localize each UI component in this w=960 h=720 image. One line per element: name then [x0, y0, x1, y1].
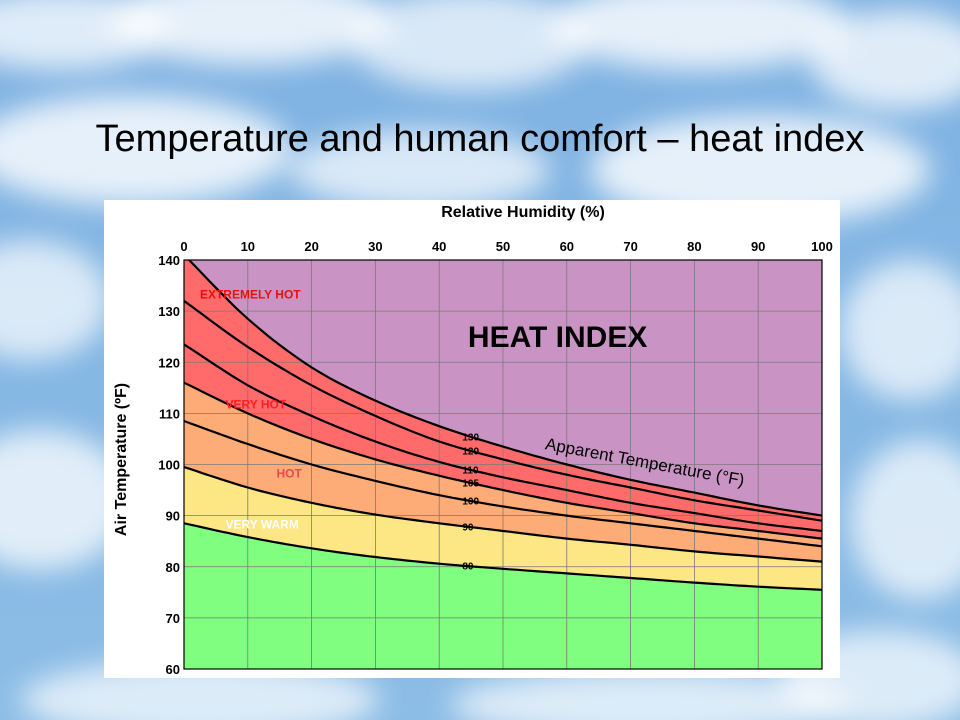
curve-120 — [184, 300, 822, 522]
x-tick-label: 10 — [241, 239, 255, 254]
y-tick-label: 60 — [166, 662, 180, 677]
y-tick-label: 120 — [158, 355, 180, 370]
curve-label-130: 130 — [462, 432, 479, 443]
cloud — [850, 440, 960, 600]
y-axis-label: Air Temperature (ºF) — [113, 383, 130, 536]
curve-80 — [184, 522, 822, 591]
zone-labels: EXTREMELY HOT VERY HOT HOT VERY WARM — [200, 287, 303, 531]
curve-label-120: 120 — [462, 446, 479, 457]
curve-90 — [184, 466, 822, 563]
y-tick-label: 130 — [158, 304, 180, 319]
cloud — [290, 130, 550, 210]
cloud — [590, 115, 930, 225]
x-tick-label: 100 — [811, 239, 833, 254]
x-tick-label: 80 — [687, 239, 701, 254]
cloud — [840, 260, 960, 400]
y-tick-label: 80 — [166, 560, 180, 575]
x-axis-label: Relative Humidity (%) — [441, 204, 605, 221]
curve-label-110: 110 — [462, 465, 479, 476]
x-tick-label: 0 — [180, 239, 187, 254]
x-tick-label: 90 — [751, 239, 765, 254]
x-tick-label: 50 — [496, 239, 510, 254]
curve-label-105: 105 — [462, 478, 479, 489]
x-tick-label: 70 — [623, 239, 637, 254]
curve-label-90: 90 — [462, 522, 474, 533]
zone-label: HOT — [277, 466, 303, 480]
x-tick-label: 40 — [432, 239, 446, 254]
curve-105 — [184, 381, 822, 540]
cloud — [810, 10, 960, 110]
y-tick-label: 90 — [166, 509, 180, 524]
zone-label: VERY HOT — [225, 397, 286, 411]
y-tick-label: 110 — [159, 406, 180, 421]
heat-index-chart: 130 120 110 105 100 90 80 0 10 20 30 40 50 60 70 80 90 10… — [113, 204, 833, 677]
curve-label-80: 80 — [462, 561, 474, 572]
cloud — [0, 430, 130, 570]
heat-index-chart-panel: 130 120 110 105 100 90 80 0 10 20 30 40 50 60 70 80 90 10… — [104, 200, 840, 678]
x-tick-label: 30 — [368, 239, 382, 254]
curve-130 — [187, 260, 822, 517]
x-tick-label: 20 — [304, 239, 318, 254]
cloud — [550, 0, 850, 70]
cloud — [450, 670, 850, 720]
curve-110 — [184, 343, 822, 533]
tick-labels: 0 10 20 30 40 50 60 70 80 90 100607080901001101201… — [158, 239, 833, 677]
curve-100 — [184, 419, 822, 548]
cloud — [0, 240, 110, 360]
cloud — [350, 0, 590, 90]
cloud — [0, 95, 290, 205]
curve-labels: 130 120 110 105 100 90 80 — [462, 432, 479, 572]
zone-very-warm — [184, 467, 822, 590]
slide-title: Temperature and human comfort – heat ind… — [95, 118, 865, 160]
y-tick-label: 140 — [158, 253, 180, 268]
zone-label: EXTREMELY HOT — [200, 287, 301, 301]
y-tick-label: 70 — [166, 611, 180, 626]
apparent-temperature-curves — [184, 260, 822, 591]
curve-label-100: 100 — [462, 496, 479, 507]
chart-title: HEAT INDEX — [468, 321, 647, 354]
zone-label: VERY WARM — [225, 517, 298, 531]
x-tick-label: 60 — [560, 239, 574, 254]
y-tick-label: 100 — [158, 458, 180, 473]
cloud — [110, 0, 390, 65]
plot-frame — [183, 259, 823, 670]
